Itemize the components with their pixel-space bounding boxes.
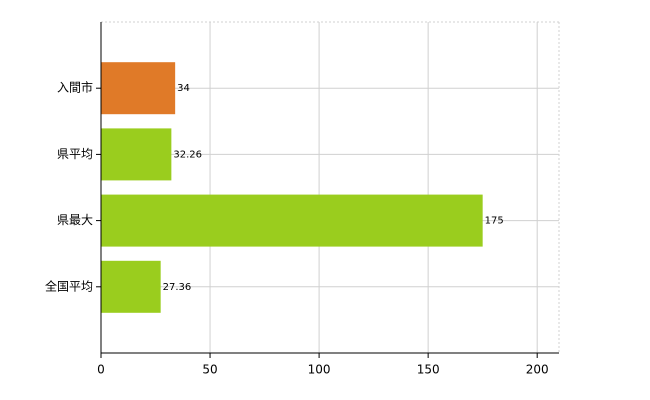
- value-label: 32.26: [173, 149, 202, 160]
- x-tick-label: 50: [202, 363, 217, 377]
- x-tick-label: 0: [97, 363, 105, 377]
- y-tick-label: 入間市: [57, 80, 93, 95]
- bar: [101, 194, 483, 247]
- y-tick-label: 県最大: [57, 213, 93, 227]
- x-tick-label: 200: [526, 363, 549, 377]
- x-tick-label: 100: [308, 363, 331, 377]
- value-label: 34: [177, 83, 190, 94]
- value-label: 175: [485, 216, 504, 227]
- x-tick-label: 150: [417, 363, 440, 377]
- y-tick-label: 全国平均: [45, 278, 93, 293]
- bar: [101, 62, 176, 115]
- y-tick-label: 県平均: [57, 147, 93, 161]
- bar: [101, 260, 161, 313]
- value-label: 27.36: [163, 282, 192, 293]
- bar: [101, 128, 172, 181]
